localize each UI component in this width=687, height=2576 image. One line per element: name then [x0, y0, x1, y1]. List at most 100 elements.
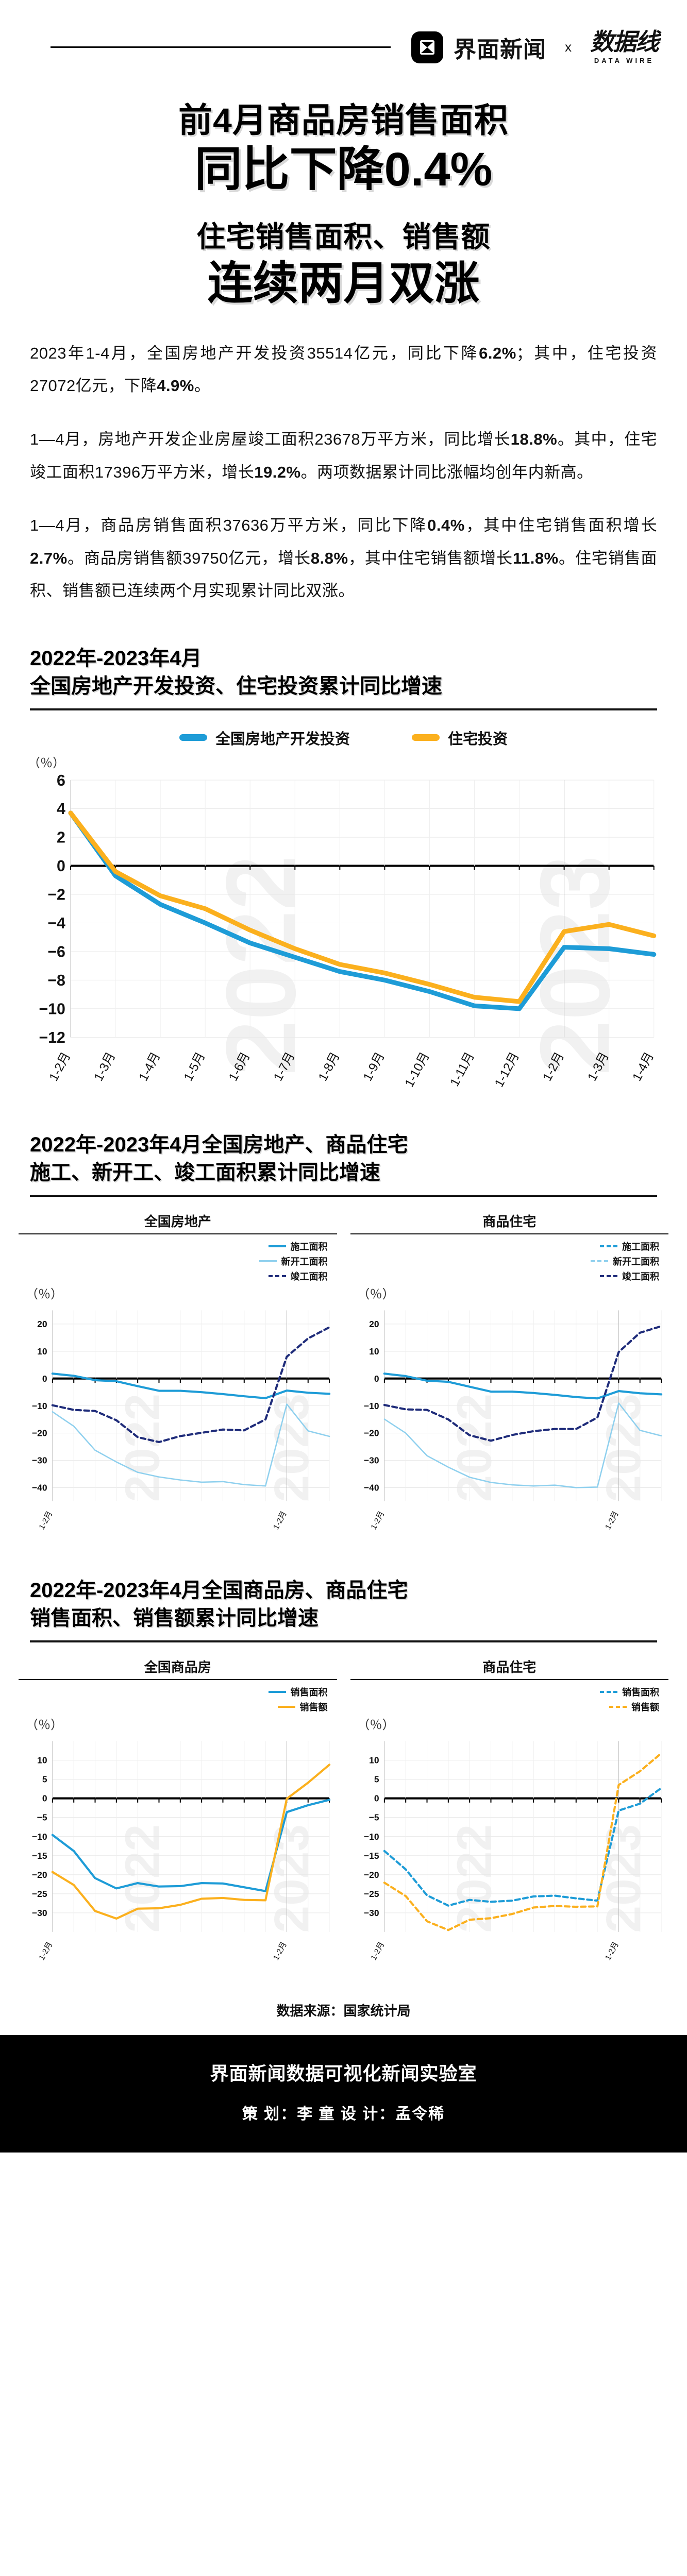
footer: 界面新闻数据可视化新闻实验室 策 划：李 童 设 计：孟令稀	[0, 2035, 687, 2153]
chart-2a-title: 全国房地产	[19, 1206, 337, 1234]
legend-label-sales-value: 销售额	[299, 1702, 328, 1713]
chart-3b-unit: （％）	[357, 1718, 395, 1733]
legend-label-construction: 施工面积	[290, 1241, 328, 1252]
chart-2b-unit: （％）	[357, 1287, 395, 1301]
svg-text:−30: −30	[32, 1455, 47, 1465]
legend-swatch-sales-value-2	[609, 1706, 627, 1708]
svg-text:1-9月: 1-9月	[361, 1050, 388, 1083]
legend-item-sales-area: 销售面积	[268, 1685, 328, 1699]
legend-label-construction-2: 施工面积	[622, 1241, 659, 1252]
svg-text:0: 0	[374, 1373, 379, 1383]
svg-text:10: 10	[369, 1346, 379, 1357]
legend-label-sales-area: 销售面积	[290, 1687, 328, 1698]
svg-text:5: 5	[374, 1774, 379, 1785]
chart-3a-legend: 销售面积 销售额	[19, 1685, 337, 1714]
body-text: 2023年1-4月，全国房地产开发投资35514亿元，同比下降6.2%；其中，住…	[0, 314, 687, 633]
svg-text:−30: −30	[363, 1455, 379, 1465]
section-3-rule	[30, 1640, 657, 1643]
brand-name: 界面新闻	[454, 37, 546, 62]
svg-text:−15: −15	[32, 1851, 47, 1861]
legend-swatch-completed-2	[600, 1275, 617, 1277]
chart-3a-title: 全国商品房	[19, 1652, 337, 1681]
svg-text:−20: −20	[32, 1428, 47, 1438]
svg-text:−10: −10	[32, 1400, 47, 1411]
legend-item-sales-area-2: 销售面积	[600, 1685, 659, 1699]
svg-text:2022: 2022	[447, 1824, 501, 1933]
legend-item-sales-value-2: 销售额	[609, 1700, 659, 1714]
chart-1-legend: 全国房地产开发投资 住宅投资	[21, 727, 666, 749]
section-2-rule	[30, 1194, 657, 1197]
svg-text:2023: 2023	[264, 1393, 319, 1502]
legend-item-residential: 住宅投资	[412, 727, 508, 749]
svg-text:−20: −20	[363, 1428, 379, 1438]
svg-text:1-2月: 1-2月	[38, 1941, 55, 1962]
chart-2b-block: 商品住宅 施工面积 新开工面积 竣工面积 （％） 2022 2023 20 10 0 −1…	[350, 1206, 669, 1552]
svg-text:0: 0	[42, 1373, 47, 1383]
legend-item-completed-2: 竣工面积	[600, 1269, 659, 1283]
svg-text:1-2月: 1-2月	[369, 1510, 386, 1531]
legend-item-sales-value: 销售额	[277, 1700, 328, 1714]
svg-text:0: 0	[374, 1793, 379, 1804]
svg-text:1-2月: 1-2月	[369, 1941, 386, 1962]
svg-text:2022: 2022	[447, 1393, 501, 1502]
svg-text:1-3月: 1-3月	[92, 1050, 119, 1083]
svg-text:1-2月: 1-2月	[604, 1510, 621, 1531]
svg-text:−6: −6	[47, 943, 65, 960]
footer-lab: 界面新闻数据可视化新闻实验室	[210, 2063, 477, 2084]
svg-text:−15: −15	[363, 1851, 379, 1861]
partner-name-cn: 数据线	[590, 28, 659, 55]
legend-label-sales-value-2: 销售额	[631, 1702, 659, 1713]
legend-label-investment: 全国房地产开发投资	[215, 731, 350, 748]
legend-swatch-sales-area	[268, 1691, 286, 1693]
svg-text:1-12月: 1-12月	[492, 1050, 522, 1090]
legend-swatch-construction-2	[600, 1245, 617, 1247]
svg-text:−25: −25	[363, 1889, 379, 1899]
svg-text:1-5月: 1-5月	[181, 1050, 208, 1083]
svg-text:2023: 2023	[596, 1393, 650, 1502]
chart-1-block: 全国房地产开发投资 住宅投资 （％） 2022 2023 6 4 2 0 −2 −4 −6 −8 −…	[0, 710, 687, 1120]
svg-text:−30: −30	[32, 1908, 47, 1918]
svg-text:2: 2	[57, 829, 65, 846]
chart-2b-legend: 施工面积 新开工面积 竣工面积	[350, 1240, 669, 1283]
legend-label-residential: 住宅投资	[448, 731, 508, 748]
svg-text:−25: −25	[32, 1889, 47, 1899]
svg-text:1-2月: 1-2月	[38, 1510, 55, 1531]
section-1-rule	[30, 708, 657, 710]
svg-text:2023: 2023	[520, 855, 630, 1075]
legend-label-sales-area-2: 销售面积	[622, 1687, 659, 1698]
svg-text:2022: 2022	[205, 855, 316, 1075]
svg-text:2023: 2023	[596, 1824, 650, 1933]
section-1-head-line1: 2022年-2023年4月	[30, 647, 202, 670]
paragraph-2: 1—4月，房地产开发企业房屋竣工面积23678万平方米，同比增长18.8%。其中…	[30, 430, 657, 481]
svg-text:10: 10	[37, 1755, 47, 1766]
svg-text:−10: −10	[39, 1001, 65, 1018]
svg-text:20: 20	[369, 1319, 379, 1329]
legend-item-newstart-2: 新开工面积	[591, 1255, 659, 1268]
headline-line-3: 住宅销售面积、销售额	[196, 220, 491, 253]
partner-logo: 数据线 DATA WIRE	[590, 28, 659, 64]
legend-swatch-newstart-2	[591, 1260, 608, 1262]
legend-swatch-blue	[179, 734, 207, 741]
svg-text:−4: −4	[47, 915, 65, 932]
svg-text:−10: −10	[32, 1832, 47, 1842]
svg-text:2023: 2023	[264, 1824, 319, 1933]
chart-3b-svg: 2022 2023 10 5 0 −5 −10 −15 −20 −25 −30 1-2月 1-2月	[363, 1741, 662, 1962]
legend-swatch-sales-area-2	[600, 1691, 617, 1693]
legend-item-newstart: 新开工面积	[259, 1255, 328, 1268]
svg-text:−10: −10	[363, 1400, 379, 1411]
svg-text:1-2月: 1-2月	[272, 1941, 289, 1962]
svg-text:1-4月: 1-4月	[137, 1050, 163, 1083]
headline-line-4: 连续两月双涨	[207, 257, 480, 309]
source-note: 数据来源：国家统计局	[276, 2003, 411, 2019]
chart-3-row: 全国商品房 销售面积 销售额 （％） 2022 2023 10 5 0 −5 −10 −15 −…	[0, 1652, 687, 1983]
svg-text:1-2月: 1-2月	[272, 1510, 289, 1531]
svg-text:1-4月: 1-4月	[630, 1050, 657, 1083]
svg-text:20: 20	[37, 1319, 47, 1329]
svg-text:−5: −5	[37, 1812, 47, 1823]
svg-text:6: 6	[57, 772, 65, 789]
svg-text:1-10月: 1-10月	[403, 1050, 432, 1090]
section-1-head-line2: 全国房地产开发投资、住宅投资累计同比增速	[30, 674, 442, 698]
chart-1-canvas: 2022 2023 6 4 2 0 −2 −4 −6 −8 −10 −12 1-2月 1-3月 1-4月 1-…	[21, 772, 666, 1115]
svg-text:10: 10	[37, 1346, 47, 1357]
